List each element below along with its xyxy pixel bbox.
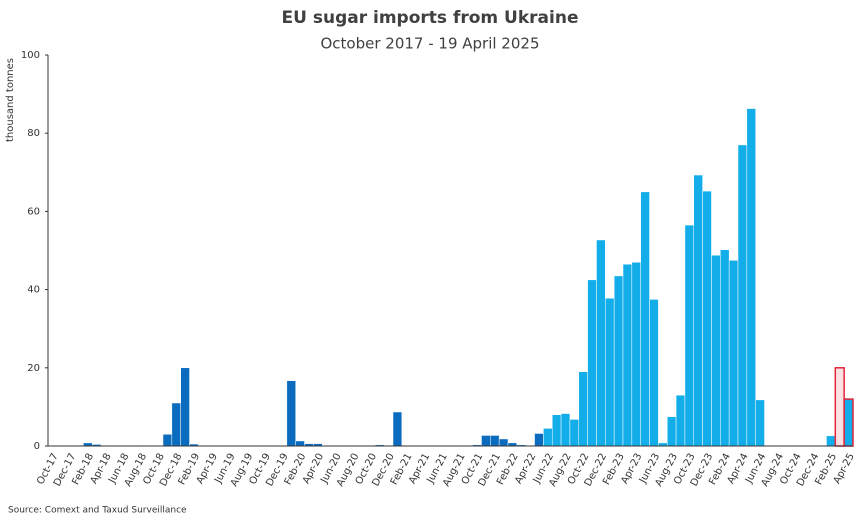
bar [569, 419, 580, 447]
bar [551, 414, 562, 447]
bar [702, 190, 712, 447]
bar [649, 299, 659, 447]
y-tick-label: 0 [34, 441, 40, 452]
bar [162, 434, 173, 447]
bar [490, 435, 500, 447]
y-tick-label: 80 [27, 128, 40, 139]
bar [534, 433, 544, 447]
bar [622, 263, 633, 447]
bar [746, 108, 756, 447]
source: Source: Comext and Taxud Surveillance [8, 506, 187, 516]
bar [498, 438, 509, 447]
bar [286, 380, 296, 447]
chart-subtitle: October 2017 - 19 April 2025 [320, 35, 539, 53]
bar [171, 402, 181, 447]
bar [728, 260, 739, 447]
bar [392, 411, 403, 447]
y-tick-label: 20 [27, 363, 40, 374]
bar [481, 435, 491, 447]
y-tick-label: 40 [27, 285, 40, 296]
bar [826, 435, 836, 447]
bar [587, 279, 597, 447]
bar [720, 249, 730, 447]
bar [684, 224, 695, 447]
y-tick-label: 100 [21, 50, 40, 61]
bar [613, 275, 624, 447]
bar [755, 399, 765, 447]
bar [605, 297, 615, 447]
bar [693, 174, 703, 447]
bar [834, 367, 845, 447]
y-tick-label: 60 [27, 206, 40, 217]
bar [666, 416, 677, 447]
bar [675, 394, 686, 447]
bar [295, 440, 305, 447]
bar [843, 398, 854, 447]
bar [631, 261, 641, 447]
bar [596, 239, 606, 447]
chart-title: EU sugar imports from Ukraine [282, 8, 579, 28]
bar [737, 144, 748, 447]
bar [543, 428, 553, 447]
y-axis-label: thousand tonnes [5, 58, 16, 142]
bar [640, 191, 650, 447]
bar [180, 367, 190, 447]
bar [578, 371, 588, 447]
bar [560, 413, 571, 447]
bar [711, 254, 721, 447]
